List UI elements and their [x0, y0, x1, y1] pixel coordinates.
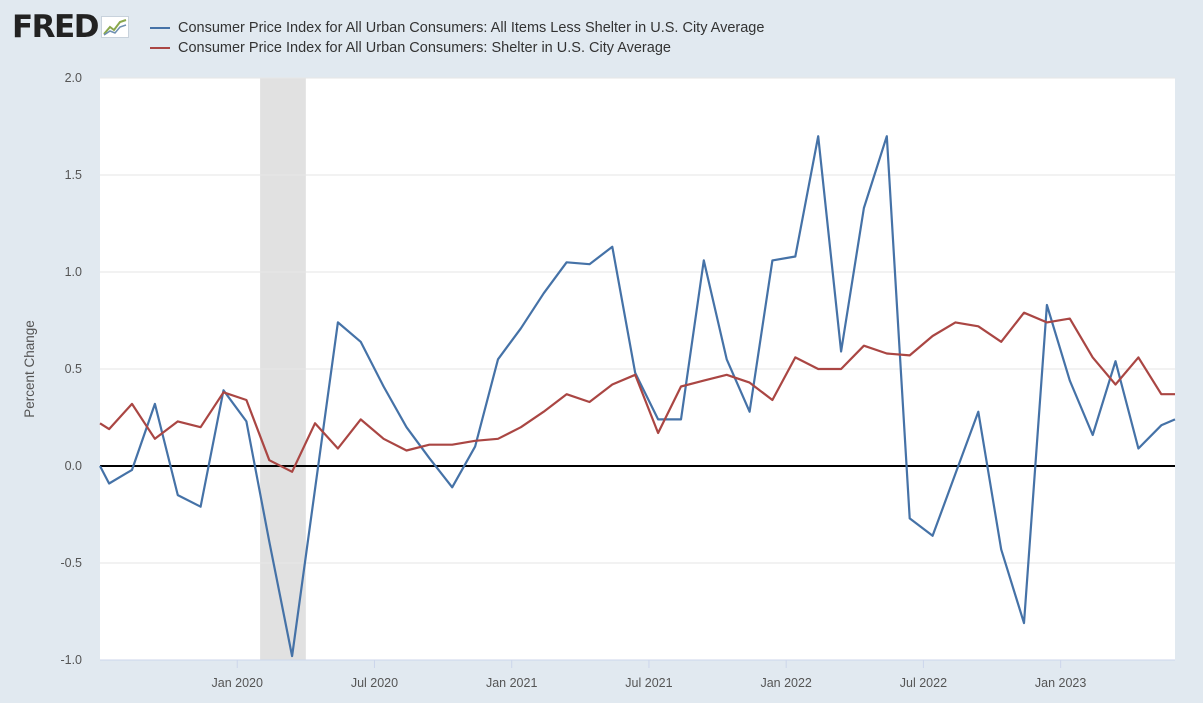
y-tick-label: 0.5: [65, 362, 82, 376]
chart-legend: Consumer Price Index for All Urban Consu…: [150, 18, 764, 58]
series-line-1[interactable]: [99, 135, 1176, 658]
y-tick-label: 2.0: [65, 71, 82, 85]
line-chart-icon: [100, 15, 129, 43]
fred-logo[interactable]: FRED: [12, 10, 129, 44]
y-tick-label: 1.0: [65, 265, 82, 279]
x-tick-label: Jan 2022: [760, 676, 811, 690]
legend-label-series-2: Consumer Price Index for All Urban Consu…: [178, 40, 671, 56]
x-tick-label: Jul 2022: [900, 676, 947, 690]
legend-label-series-1: Consumer Price Index for All Urban Consu…: [178, 20, 765, 36]
x-tick-label: Jan 2023: [1035, 676, 1086, 690]
y-tick-label: 1.5: [65, 168, 82, 182]
legend-swatch-series-1: [150, 27, 170, 29]
logo-text: FRED: [12, 9, 99, 45]
y-tick-label: -0.5: [60, 556, 82, 570]
x-tick-label: Jan 2020: [212, 676, 263, 690]
y-tick-label: 0.0: [65, 459, 82, 473]
x-axis-ticks: Jan 2020 Jul 2020 Jan 2021 Jul 2021 Jan 2022…: [100, 659, 1175, 690]
y-tick-label: -1.0: [60, 653, 82, 667]
series-line-2[interactable]: [99, 311, 1175, 473]
series-lines: [99, 135, 1176, 658]
x-tick-label: Jul 2021: [625, 676, 672, 690]
y-axis-ticks: -1.0 -0.5 0.0 0.5 1.0 1.5 2.0: [60, 71, 82, 667]
legend-item-series-2[interactable]: Consumer Price Index for All Urban Consu…: [150, 38, 764, 58]
x-tick-label: Jul 2020: [351, 676, 398, 690]
y-axis-title: Percent Change: [22, 320, 37, 418]
legend-item-series-1[interactable]: Consumer Price Index for All Urban Consu…: [150, 18, 764, 38]
legend-swatch-series-2: [150, 47, 170, 49]
x-tick-label: Jan 2021: [486, 676, 537, 690]
